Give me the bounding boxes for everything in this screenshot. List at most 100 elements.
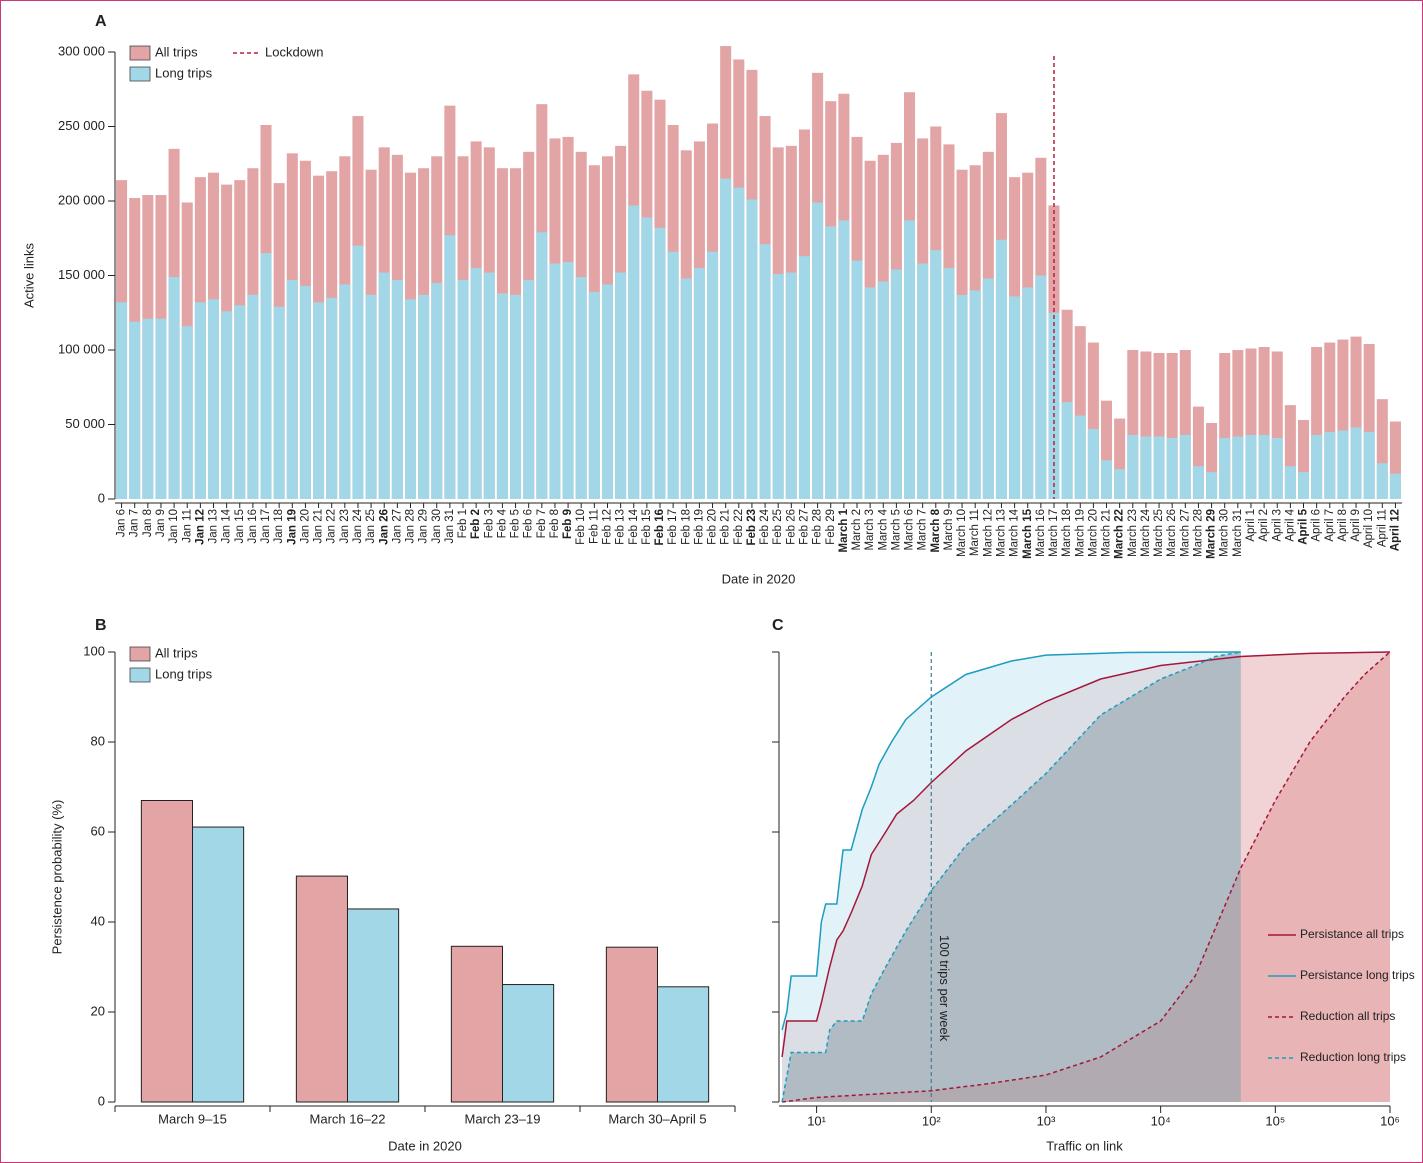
- bar: [1127, 434, 1139, 499]
- y-tick-label: 100: [83, 643, 105, 658]
- bar: [247, 294, 259, 499]
- bar: [207, 299, 220, 499]
- bar: [295, 875, 349, 1103]
- bar: [155, 318, 167, 499]
- x-tick-label: 10²: [922, 1113, 941, 1128]
- bar: [969, 290, 981, 499]
- bar: [1376, 463, 1388, 499]
- bar: [930, 250, 942, 499]
- bar: [352, 245, 364, 499]
- y-tick-label: 20: [91, 1003, 105, 1018]
- x-tick-label: March 25: [1153, 509, 1165, 557]
- y-tick-label: 0: [98, 1093, 105, 1108]
- bar: [1048, 312, 1060, 499]
- bar: [851, 260, 863, 499]
- bar: [299, 285, 311, 499]
- x-tick-label: March 19: [1074, 509, 1086, 557]
- x-tick-label: Feb 10: [575, 509, 587, 545]
- x-tick-label: Feb 17: [667, 509, 679, 545]
- bar: [168, 276, 180, 499]
- bar: [404, 299, 417, 499]
- bar: [628, 205, 640, 499]
- bar: [1311, 434, 1323, 499]
- bar: [1245, 348, 1257, 499]
- bar: [562, 262, 574, 499]
- x-tick-label: April 5: [1298, 508, 1310, 544]
- x-tick-label: Jan 30: [431, 509, 443, 544]
- x-tick-label: April 11: [1376, 509, 1388, 547]
- bar: [536, 232, 548, 500]
- x-tick-label: March 1: [838, 508, 850, 552]
- x-tick-label: Jan 28: [405, 509, 417, 544]
- x-tick-label: Feb 19: [693, 509, 705, 545]
- x-tick-label: March 6: [904, 509, 916, 551]
- bar: [890, 269, 902, 499]
- x-tick-label: March 9: [943, 509, 955, 551]
- bar: [1219, 437, 1231, 499]
- x-tick-label: Feb 1: [457, 509, 469, 538]
- x-tick-label: Jan 25: [365, 509, 377, 544]
- x-axis-label: Date in 2020: [722, 571, 796, 586]
- x-tick-label: Feb 27: [798, 509, 810, 545]
- x-tick-label: March 27: [1179, 509, 1191, 557]
- x-tick-label: March 30: [1219, 509, 1231, 557]
- x-tick-label: March 12: [982, 509, 994, 557]
- annotation: 100 trips per week: [937, 935, 952, 1042]
- bar: [1297, 420, 1310, 499]
- x-tick-label: April 1: [1245, 509, 1257, 542]
- bar: [641, 217, 653, 499]
- bar: [1232, 436, 1244, 499]
- x-tick-label: March 13: [995, 509, 1007, 557]
- y-tick-label: 50 000: [65, 416, 105, 431]
- bar: [339, 284, 351, 499]
- y-tick-label: 100 000: [58, 341, 105, 356]
- x-tick-label: April 7: [1324, 509, 1336, 542]
- x-tick-label: March 11: [969, 509, 981, 556]
- line: [781, 651, 1391, 1058]
- bar: [1022, 287, 1034, 499]
- x-tick-label: Feb 29: [825, 509, 837, 545]
- legend-label: Reduction all trips: [1300, 1009, 1395, 1023]
- x-tick-label: Jan 24: [352, 508, 364, 543]
- x-tick-label: Feb 3: [483, 509, 495, 538]
- y-axis-label: Persistence probability (%): [49, 800, 64, 955]
- bar: [378, 272, 390, 499]
- bar: [1363, 344, 1375, 499]
- x-tick-label: March 2: [851, 509, 863, 551]
- bar: [707, 251, 719, 499]
- y-tick-label: 0: [98, 490, 105, 505]
- bar: [510, 294, 522, 499]
- bar: [720, 178, 732, 499]
- bar: [431, 282, 443, 499]
- x-tick-label: Feb 23: [746, 509, 758, 545]
- bar: [1350, 427, 1362, 499]
- legend-swatch: [129, 45, 151, 61]
- bar: [798, 256, 810, 499]
- bar: [221, 311, 233, 499]
- bar: [1363, 431, 1375, 499]
- bar: [483, 272, 495, 499]
- bar: [549, 263, 561, 499]
- bar: [575, 276, 587, 499]
- bar: [194, 302, 206, 499]
- x-tick-label: March 16: [1035, 509, 1047, 557]
- x-tick-label: Jan 14: [221, 508, 233, 543]
- x-tick-label: Feb 8: [549, 509, 561, 538]
- bar: [273, 306, 285, 499]
- x-tick-label: 10⁴: [1151, 1113, 1171, 1128]
- bar: [680, 278, 692, 499]
- x-tick-label: Feb 25: [772, 509, 784, 545]
- bar: [693, 268, 705, 499]
- bar: [605, 946, 658, 1103]
- x-tick-label: April 9: [1350, 509, 1362, 542]
- bar: [1245, 434, 1257, 499]
- x-tick-label: Feb 20: [707, 509, 719, 545]
- x-tick-label: Jan 7: [129, 509, 141, 537]
- legend-swatch: [129, 66, 151, 82]
- x-tick-label: April 4: [1284, 508, 1296, 541]
- line: [781, 651, 1241, 1031]
- bar: [1100, 460, 1113, 499]
- panel-label: B: [95, 617, 107, 634]
- bar: [1337, 430, 1349, 499]
